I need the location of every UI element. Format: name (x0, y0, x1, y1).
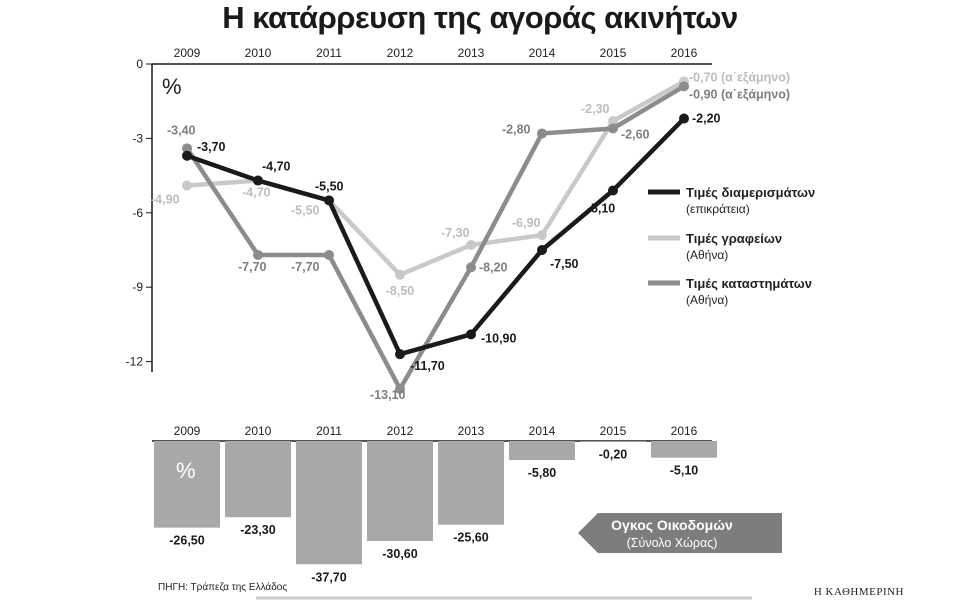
series-point (324, 249, 334, 260)
bar-data-label: -5,10 (670, 464, 699, 478)
series-data-label: -4,90 (151, 193, 180, 207)
bar (296, 441, 362, 565)
bar (438, 441, 504, 525)
bar-data-label: -0,20 (599, 448, 628, 462)
series-data-label: -7,70 (291, 260, 320, 274)
series-data-label: -2,80 (502, 122, 531, 136)
series-point (608, 185, 618, 196)
bar-x-tick-label: 2009 (174, 424, 201, 438)
series-point (253, 249, 263, 260)
bar (367, 441, 433, 542)
series-point (395, 269, 405, 280)
series-data-label: -0,90 (α΄εξάμηνο) (689, 87, 790, 101)
series-data-label: -7,30 (441, 226, 470, 240)
line-y-tick-label: -12 (126, 355, 144, 369)
series-data-label: -6,90 (512, 216, 541, 230)
series-point (537, 245, 547, 255)
bar (225, 441, 291, 518)
legend-series-subtitle: (επικράτεια) (686, 202, 750, 216)
bar-x-tick-label: 2016 (671, 424, 698, 438)
series-point (679, 81, 689, 92)
series-data-label: -7,70 (238, 260, 267, 274)
bar-data-label: -23,30 (240, 523, 275, 537)
bar-data-label: -37,70 (311, 570, 346, 584)
series-point (182, 180, 192, 191)
line-x-tick-label: 2010 (245, 46, 272, 60)
line-x-tick-label: 2009 (174, 46, 201, 60)
series-data-label: -4,70 (242, 186, 271, 200)
bar-x-tick-label: 2013 (458, 424, 485, 438)
legend-series-name: Τιμές διαμερισμάτων (686, 185, 815, 200)
page-title: Η κατάρρευση της αγοράς ακινήτων (222, 0, 738, 35)
series-data-label: -5,10 (587, 201, 616, 215)
line-x-tick-label: 2016 (671, 46, 698, 60)
bar (651, 441, 717, 458)
line-y-tick-label: -9 (132, 280, 143, 294)
line-x-tick-label: 2015 (600, 46, 627, 60)
series-point (182, 150, 192, 161)
bar-data-label: -30,60 (382, 547, 417, 561)
series-data-label: -5,50 (291, 203, 320, 217)
series-point (679, 113, 689, 124)
line-x-tick-label: 2013 (458, 46, 485, 60)
bar-x-tick-label: 2015 (600, 424, 627, 438)
bar-series-sublabel: (Σύνολο Χώρας) (627, 536, 718, 550)
bar-chart-unit-label: % (176, 458, 196, 483)
series-data-label: -3,70 (197, 140, 226, 154)
brand-logo: Η ΚΑΘΗΜΕΡΙΝΗ (813, 586, 904, 598)
series-data-label: -7,50 (550, 257, 579, 271)
series-point (253, 175, 263, 186)
source-note: ΠΗΓΗ: Τράπεζα της Ελλάδος (158, 582, 288, 593)
line-x-tick-label: 2012 (387, 46, 414, 60)
bar (509, 441, 575, 460)
series-line (185, 84, 686, 392)
series-point (608, 116, 618, 127)
legend-series-subtitle: (Αθήνα) (686, 248, 728, 262)
line-chart-unit-label: % (162, 74, 182, 99)
series-data-label: -10,90 (481, 331, 516, 345)
series-data-label: -0,70 (α΄εξάμηνο) (689, 70, 790, 84)
series-point (466, 329, 476, 340)
line-y-tick-label: 0 (136, 57, 143, 71)
series-line (186, 116, 686, 357)
legend-series-subtitle: (Αθήνα) (686, 293, 728, 307)
legend-series-name: Τιμές καταστημάτων (686, 276, 812, 291)
bar-x-tick-label: 2014 (529, 424, 556, 438)
series-point (395, 383, 405, 394)
series-point (466, 240, 476, 251)
bar-series-arrow-box (578, 513, 782, 553)
bar-series-label: Ογκος Οικοδομών (611, 517, 733, 533)
line-x-tick-label: 2014 (529, 46, 556, 60)
series-point (324, 195, 334, 206)
series-point (466, 262, 476, 273)
legend-series-name: Τιμές γραφείων (686, 231, 782, 246)
series-point (395, 349, 405, 360)
bar-x-tick-label: 2012 (387, 424, 414, 438)
series-point (537, 230, 547, 241)
series-data-label: -13,10 (370, 388, 405, 402)
series-data-label: -11,70 (410, 359, 445, 373)
series-data-label: -2,30 (581, 102, 610, 116)
series-data-label: -2,60 (621, 127, 650, 141)
bar-data-label: -26,50 (169, 534, 204, 548)
series-point (182, 143, 192, 154)
line-x-tick-label: 2011 (316, 46, 342, 60)
line-y-tick-label: -3 (132, 131, 143, 145)
bar (154, 441, 220, 528)
series-data-label: -8,50 (386, 284, 415, 298)
series-data-label: -8,20 (479, 260, 508, 274)
bar-data-label: -5,80 (528, 466, 557, 480)
line-y-tick-label: -6 (132, 206, 143, 220)
bar (580, 441, 646, 442)
bar-x-tick-label: 2010 (245, 424, 272, 438)
bar-x-tick-label: 2011 (316, 424, 342, 438)
series-data-label: -5,50 (315, 179, 344, 193)
bar-data-label: -25,60 (453, 531, 488, 545)
series-point (537, 128, 547, 139)
series-point (608, 123, 618, 134)
series-data-label: -2,20 (692, 112, 721, 126)
series-data-label: -3,40 (167, 123, 196, 137)
series-data-label: -4,70 (262, 160, 291, 174)
